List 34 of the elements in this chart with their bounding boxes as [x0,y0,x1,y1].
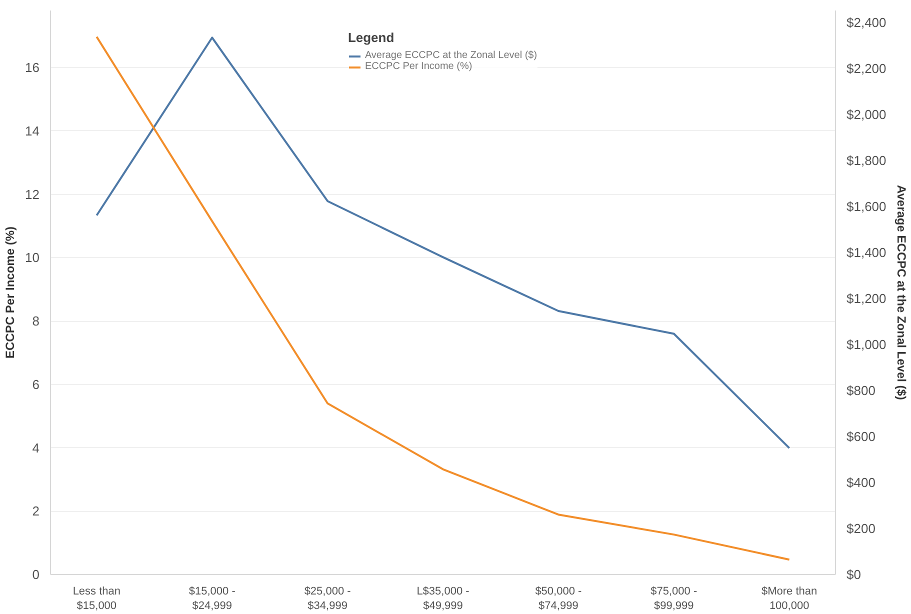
x-tick-label: $15,000 - $24,999 [188,586,236,612]
y2-tick-label: $1,000 [846,337,886,352]
y-tick-label: 10 [25,250,40,266]
legend-label: Average ECCPC at the Zonal Level ($) [364,50,538,61]
y2-tick-label: $1,200 [846,291,886,306]
y2-tick-label: $0 [846,567,861,582]
y2-tick-label: $800 [846,383,876,398]
x-tick-label: Less than $15,000 [72,586,121,612]
y-tick-label: 12 [25,186,40,202]
y-tick-label: 14 [25,123,40,138]
y2-tick-label: $600 [846,429,876,444]
y2-tick-label: $400 [846,475,876,490]
x-tick-label: $25,000 - $34,999 [304,586,352,612]
y-tick-label: 6 [32,376,40,392]
y2-tick-label: $2,000 [846,107,886,122]
y-tick-label: 8 [32,314,40,329]
y2-tick-label: $2,200 [846,61,886,76]
x-tick-label: $75,000 - $99,999 [650,586,698,612]
y2-tick-label: $1,800 [846,153,886,168]
y2-axis-title: Average ECCPC at the Zonal Level ($) [894,185,908,400]
y-tick-label: 16 [25,60,40,76]
legend-title: Legend [348,30,396,45]
y2-tick-label: $200 [846,521,876,536]
y-tick-label: 4 [32,440,40,456]
x-tick-label: $More than 100,000 [762,586,818,612]
y2-tick-label: $1,400 [846,245,886,260]
y2-tick-label: $1,600 [846,199,886,214]
y-axis-title: ECCPC Per Income (%) [3,226,18,359]
legend-label: ECCPC Per Income (%) [364,61,472,72]
y-tick-label: 0 [32,567,40,582]
y2-tick-label: $2,400 [846,15,886,30]
x-tick-label: L$35,000 - $49,999 [416,586,470,612]
x-tick-label: $50,000 - $74,999 [535,586,582,612]
y-tick-label: 2 [32,504,40,519]
